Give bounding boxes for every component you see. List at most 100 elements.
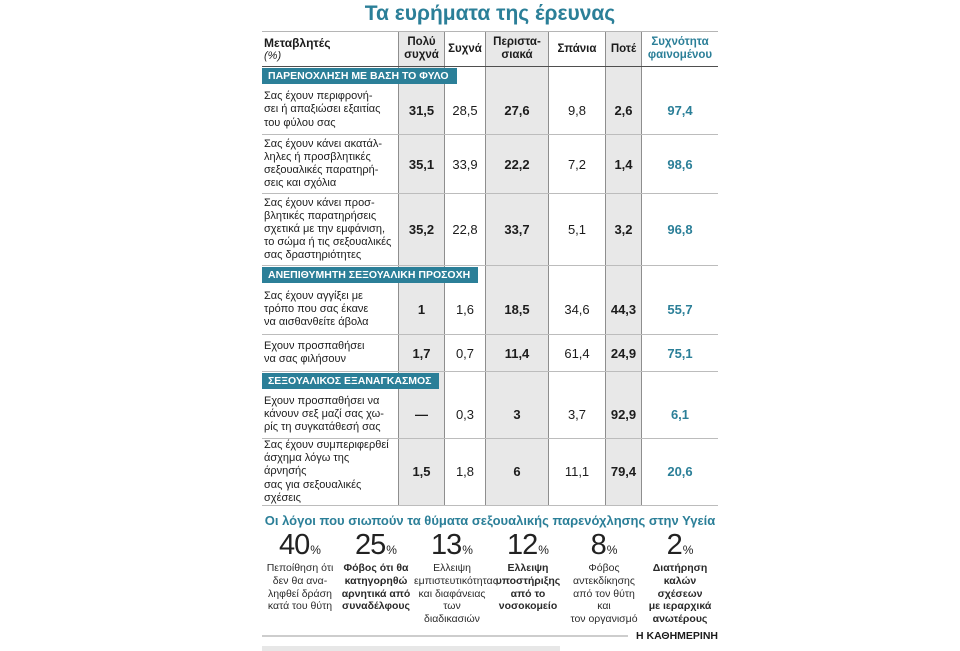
value-rarely: 9,8: [567, 102, 587, 118]
bottom-bar: [262, 645, 560, 651]
reason-label: Φόβος αντεκδίκησης από τον θύτη και τον …: [570, 561, 638, 626]
table-row: Σας έχουν συμπεριφερθεί άσχημα λόγω της …: [262, 438, 718, 505]
percent-sign: %: [538, 542, 549, 557]
infographic-content: Τα ευρήματα της έρευνας Μεταβλητές (%) Π…: [262, 0, 718, 651]
value-never: 3,2: [605, 194, 642, 265]
reason-percentage: 25%: [355, 528, 397, 561]
value-very-often: 1: [398, 285, 445, 334]
value-often: 28,5: [452, 102, 478, 118]
reason-label: Ελλειψη εμπιστευτικότητας και διαφάνειας…: [414, 561, 498, 626]
infographic-page: { "title": "Τα ευρήματα της έρευνας", "c…: [262, 2, 718, 651]
row-variable: Σας έχουν κάνει προσ- βλητικές παρατηρήσ…: [264, 196, 392, 262]
section-title: ΣΕΞΟΥΑΛΙΚΟΣ ΕΞΑΝΑΓΚΑΣΜΟΣ: [262, 373, 440, 389]
table-row: Εχουν προσπαθήσει να σας φιλήσουν 1,7 0,…: [262, 334, 718, 371]
column-header-frequency: Συχνότητα φαινομένου: [647, 36, 713, 61]
value-frequency: 97,4: [667, 102, 693, 118]
section-title: ΠΑΡΕΝΟΧΛΗΣΗ ΜΕ ΒΑΣΗ ΤΟ ΦΥΛΟ: [262, 68, 457, 84]
column-header-very-often: Πολύ συχνά: [398, 32, 445, 66]
source-credit: Η ΚΑΘΗΜΕΡΙΝΗ: [636, 629, 718, 642]
table-row: Σας έχουν περιφρονή- σει ή απαξιώσει εξα…: [262, 86, 718, 134]
value-occasionally: 11,4: [485, 335, 549, 371]
row-variable: Εχουν προσπαθήσει να σας φιλήσουν: [264, 339, 365, 365]
value-often: 0,7: [455, 345, 475, 361]
percent-sign: %: [386, 542, 397, 557]
row-variable: Σας έχουν αγγίξει με τρόπο που σας έκανε…: [264, 289, 369, 329]
reason-stat: 8% Φόβος αντεκδίκησης από τον θύτη και τ…: [566, 528, 642, 626]
value-frequency: 98,6: [667, 156, 693, 172]
footer: Η ΚΑΘΗΜΕΡΙΝΗ: [262, 630, 718, 642]
value-occasionally: 6: [485, 439, 549, 505]
percent-sign: %: [606, 542, 618, 557]
row-variable: Εχουν προσπαθήσει να κάνουν σεξ μαζί σας…: [264, 394, 384, 434]
column-header-often: Συχνά: [448, 42, 482, 55]
column-header-rarely: Σπάνια: [557, 42, 597, 55]
value-frequency: 20,6: [667, 464, 693, 480]
reasons-row: 40% Πεποίθηση ότι δεν θα ανα- ληφθεί δρά…: [262, 528, 718, 626]
value-rarely: 5,1: [567, 222, 587, 237]
value-occasionally: 27,6: [485, 86, 549, 134]
row-variable: Σας έχουν συμπεριφερθεί άσχημα λόγω της …: [264, 439, 389, 504]
value-rarely: 11,1: [564, 464, 590, 480]
value-occasionally: 33,7: [485, 194, 549, 265]
column-header-variables: Μεταβλητές (%): [262, 32, 398, 66]
section-header-gender-harassment: ΠΑΡΕΝΟΧΛΗΣΗ ΜΕ ΒΑΣΗ ΤΟ ΦΥΛΟ: [262, 67, 718, 86]
reason-stat: 13% Ελλειψη εμπιστευτικότητας και διαφάν…: [414, 528, 498, 626]
value-very-often: 31,5: [398, 86, 445, 134]
row-variable: Σας έχουν κάνει ακατάλ- ληλες ή προσβλητ…: [264, 137, 383, 190]
reason-stat: 40% Πεποίθηση ότι δεν θα ανα- ληφθεί δρά…: [262, 528, 338, 626]
value-never: 44,3: [605, 285, 642, 334]
column-header-never: Ποτέ: [605, 32, 642, 66]
value-frequency: 55,7: [667, 302, 693, 317]
value-often: 0,3: [455, 407, 475, 422]
percent-sign: %: [462, 542, 473, 557]
reasons-section: Οι λόγοι που σιωπούν τα θύματα σεξουαλικ…: [262, 513, 718, 626]
value-rarely: 3,7: [567, 407, 587, 422]
value-very-often: 35,1: [398, 135, 445, 193]
value-very-often: —: [398, 391, 445, 438]
value-never: 1,4: [605, 135, 642, 193]
survey-table: Μεταβλητές (%) Πολύ συχνά Συχνά Περιστα-…: [262, 31, 718, 506]
value-rarely: 7,2: [567, 156, 587, 172]
row-variable: Σας έχουν περιφρονή- σει ή απαξιώσει εξα…: [264, 90, 381, 129]
reason-label: Πεποίθηση ότι δεν θα ανα- ληφθεί δράση κ…: [266, 561, 334, 613]
value-very-often: 1,7: [398, 335, 445, 371]
table-row: Σας έχουν κάνει προσ- βλητικές παρατηρήσ…: [262, 193, 718, 265]
value-rarely: 34,6: [564, 302, 590, 317]
value-never: 92,9: [605, 391, 642, 438]
footer-rule: [262, 634, 629, 637]
value-very-often: 35,2: [398, 194, 445, 265]
value-never: 2,6: [605, 86, 642, 134]
value-often: 1,8: [455, 464, 475, 480]
table-row: Σας έχουν κάνει ακατάλ- ληλες ή προσβλητ…: [262, 134, 718, 193]
percent-sign: %: [310, 542, 321, 557]
reason-percentage: 40%: [279, 528, 321, 561]
variables-label: Μεταβλητές: [264, 36, 331, 50]
reason-stat: 2% Διατήρηση καλών σχέσεων με ιεραρχικά …: [642, 530, 718, 626]
reason-label: Ελλειψη υποστήριξης από το νοσοκομείο: [495, 561, 561, 613]
section-header-unwanted-attention: ΑΝΕΠΙΘΥΜΗΤΗ ΣΕΞΟΥΑΛΙΚΗ ΠΡΟΣΟΧΗ: [262, 265, 718, 285]
column-header-occasionally: Περιστα- σιακά: [485, 32, 549, 66]
value-often: 33,9: [452, 156, 478, 172]
value-frequency: 96,8: [667, 222, 693, 237]
value-occasionally: 3: [485, 391, 549, 438]
variables-unit: (%): [264, 50, 282, 62]
value-frequency: 6,1: [670, 407, 690, 422]
percent-sign: %: [682, 542, 694, 557]
reason-label: Διατήρηση καλών σχέσεων με ιεραρχικά ανω…: [648, 561, 712, 626]
reason-percentage: 8%: [590, 528, 618, 561]
table-row: Εχουν προσπαθήσει να κάνουν σεξ μαζί σας…: [262, 391, 718, 438]
value-often: 22,8: [452, 222, 478, 237]
section-header-sexual-coercion: ΣΕΞΟΥΑΛΙΚΟΣ ΕΞΑΝΑΓΚΑΣΜΟΣ: [262, 371, 718, 391]
section-title: ΑΝΕΠΙΘΥΜΗΤΗ ΣΕΞΟΥΑΛΙΚΗ ΠΡΟΣΟΧΗ: [262, 267, 479, 283]
reason-percentage: 13%: [431, 528, 473, 561]
value-never: 24,9: [605, 335, 642, 371]
value-very-often: 1,5: [398, 439, 445, 505]
reason-stat: 12% Ελλειψη υποστήριξης από το νοσοκομεί…: [490, 528, 566, 626]
page-title: Τα ευρήματα της έρευνας: [364, 2, 616, 25]
value-never: 79,4: [605, 439, 642, 505]
table-row: Σας έχουν αγγίξει με τρόπο που σας έκανε…: [262, 285, 718, 334]
value-frequency: 75,1: [667, 345, 693, 361]
reason-stat: 25% Φόβος ότι θα κατηγορηθώ αρνητικά από…: [338, 528, 414, 626]
value-occasionally: 18,5: [485, 285, 549, 334]
reason-percentage: 12%: [507, 528, 549, 561]
